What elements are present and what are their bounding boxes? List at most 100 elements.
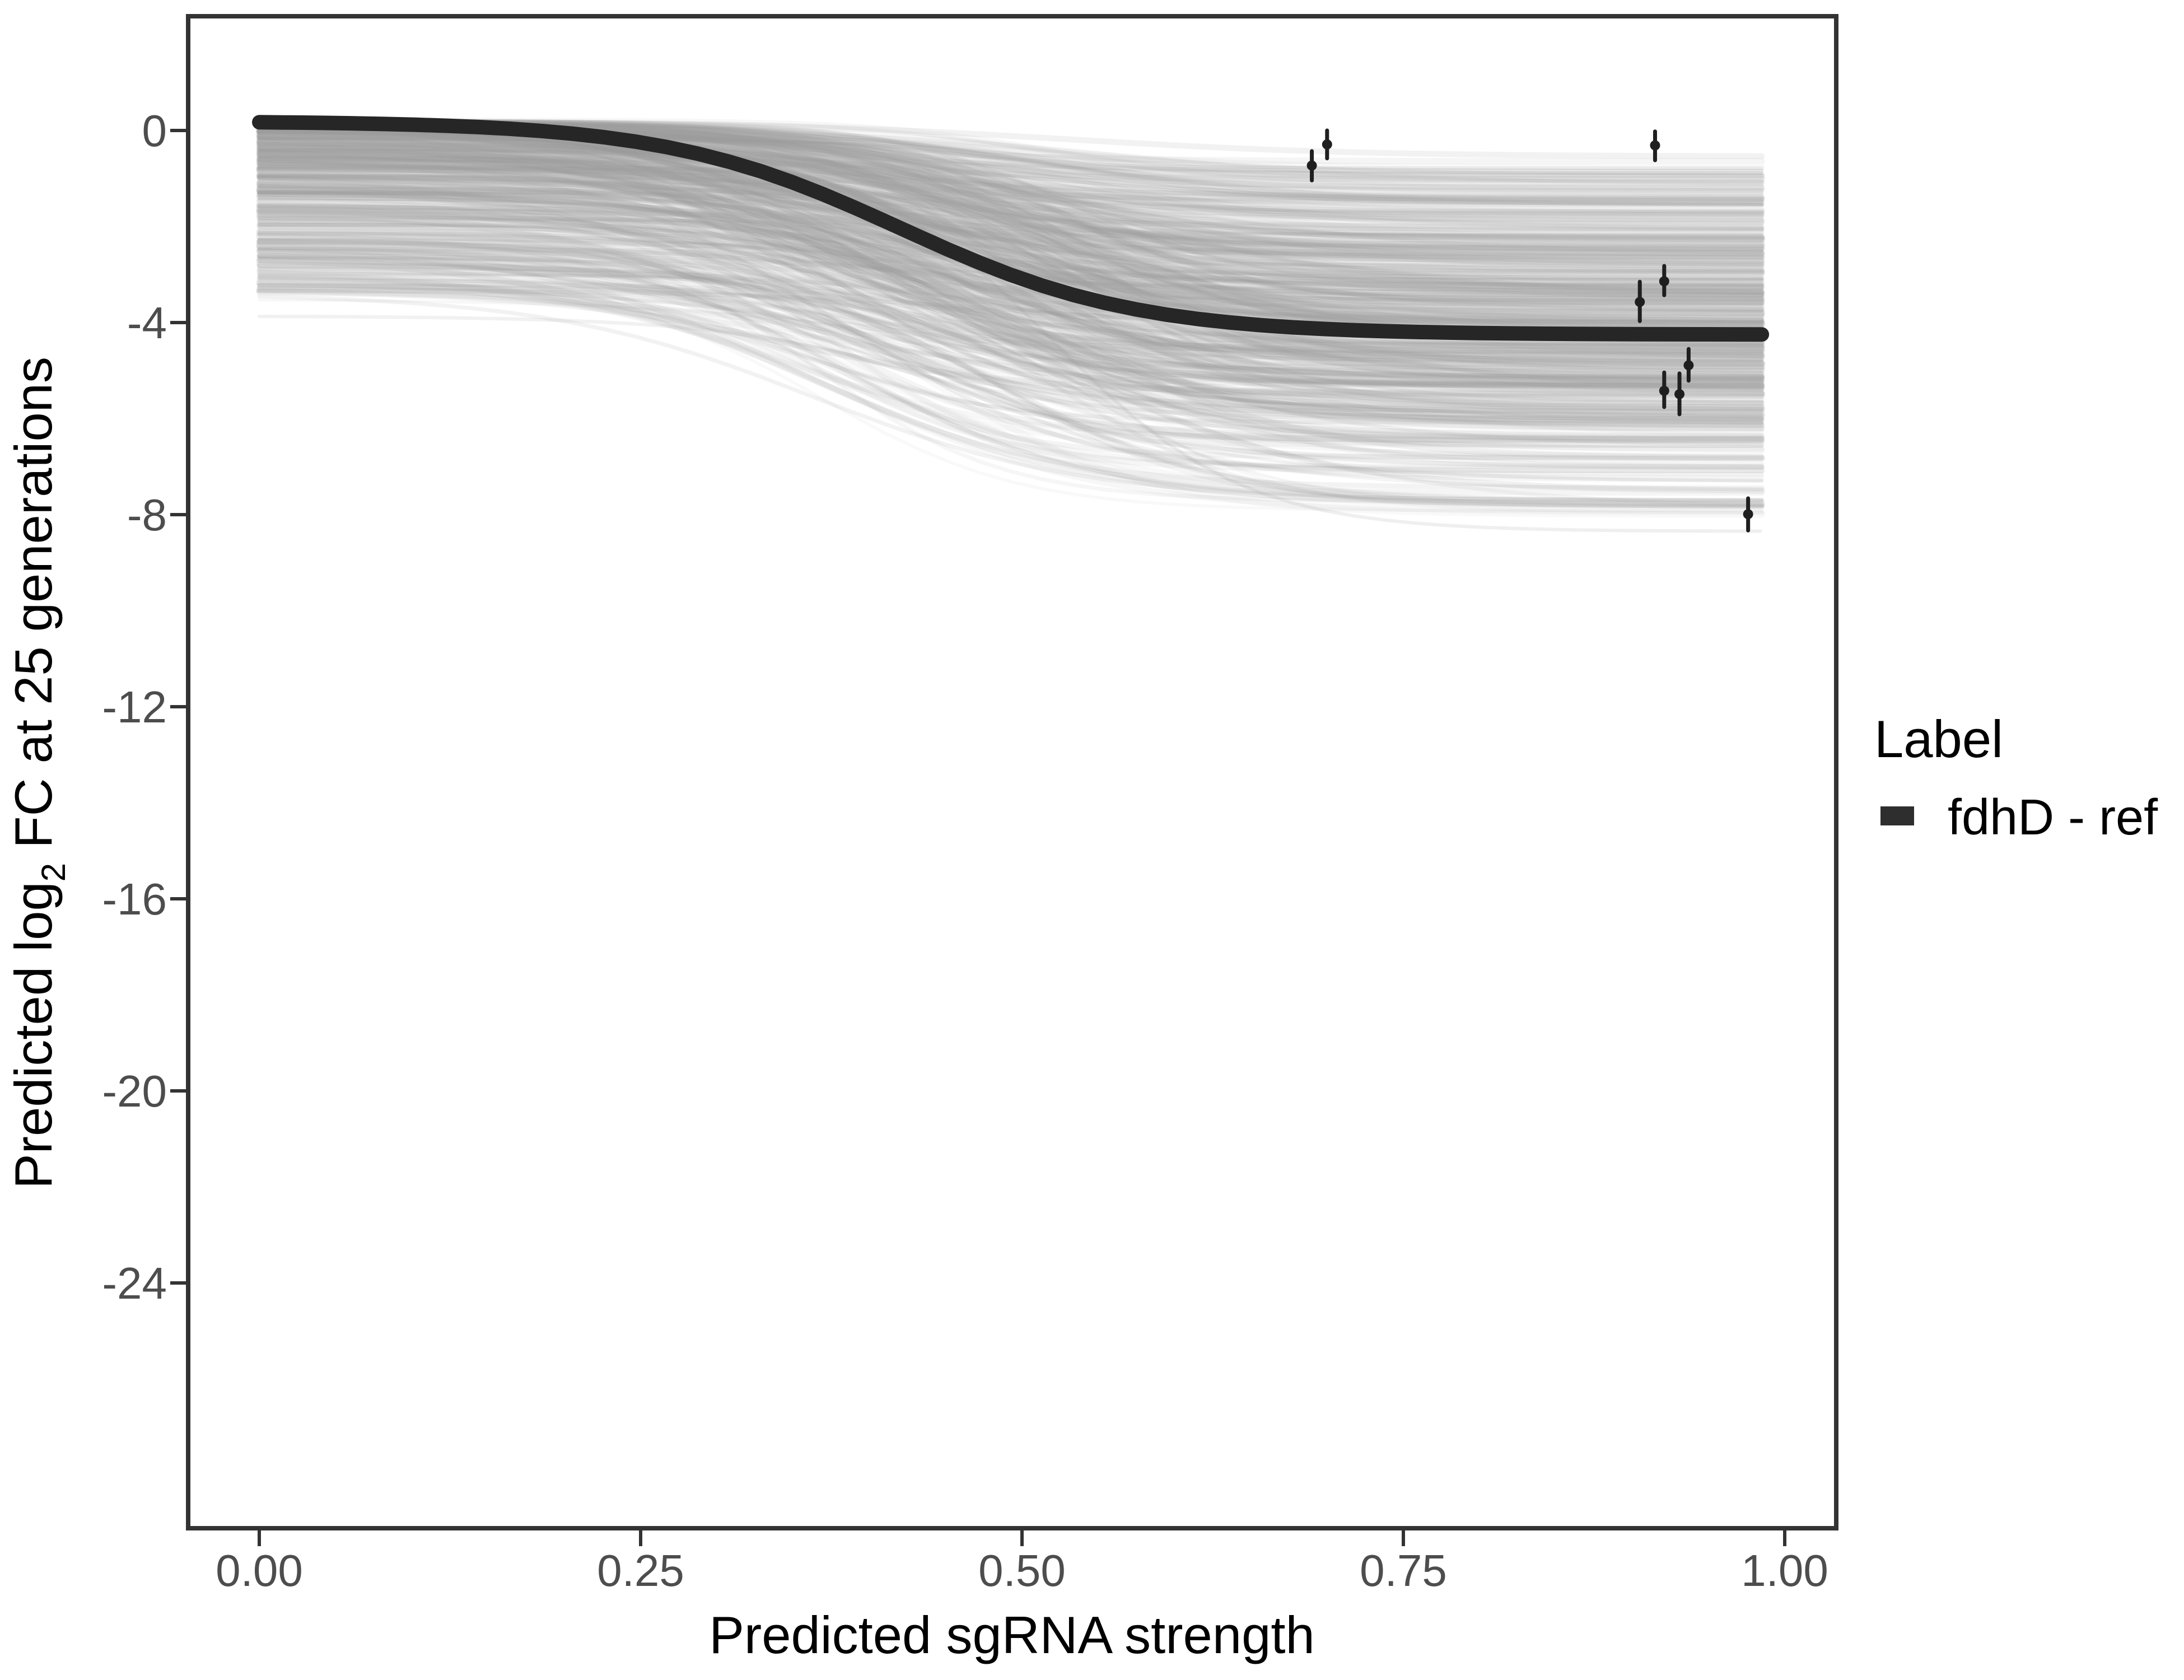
posterior-curve [257,196,1764,410]
posterior-curve [257,158,1764,421]
posterior-curve [256,185,1765,418]
posterior-curve [256,211,1765,346]
posterior-curve [257,162,1764,214]
posterior-curve [256,134,1765,397]
posterior-curve [256,263,1765,349]
posterior-curve [258,172,1764,412]
posterior-curve [256,219,1765,474]
posterior-curve [256,156,1765,372]
posterior-curve [257,190,1765,384]
posterior-curve [256,144,1765,208]
posterior-curve [257,191,1764,267]
posterior-curve [256,122,1765,379]
posterior-curve [257,148,1764,207]
posterior-curve [258,283,1763,512]
point-marker [1674,389,1685,399]
posterior-curve [257,254,1764,423]
posterior-curve [257,228,1764,503]
posterior-curve [256,267,1765,469]
posterior-curve [256,186,1765,264]
posterior-curve [256,136,1765,257]
posterior-curve [257,204,1764,418]
y-axis-title-prefix: Predicted log [4,881,63,1189]
posterior-curve [256,151,1765,324]
posterior-curve [258,212,1764,425]
posterior-curve [256,136,1765,412]
posterior-curve [257,190,1764,298]
posterior-curve [258,269,1763,514]
posterior-curve [256,187,1765,242]
posterior-curve [256,157,1765,416]
posterior-curve [256,246,1765,391]
posterior-curve [257,167,1764,221]
posterior-curve [257,272,1764,383]
posterior-curve [257,246,1764,349]
posterior-curve [257,127,1764,325]
posterior-curve-ensemble [256,118,1766,518]
posterior-curve [256,159,1765,248]
y-tick-label: -4 [127,298,167,348]
posterior-curve [258,272,1763,506]
posterior-curve [257,190,1764,437]
posterior-curve [256,135,1765,206]
posterior-curve [256,198,1765,328]
posterior-curve [256,253,1765,431]
posterior-curve [257,230,1764,300]
posterior-curve [258,225,1763,282]
posterior-curve [258,148,1763,418]
posterior-curve [258,130,1764,361]
posterior-curve [256,243,1765,428]
posterior-curve [256,152,1765,242]
posterior-curve [257,167,1765,444]
posterior-curve [257,161,1764,381]
posterior-curve [256,136,1765,385]
posterior-curve [256,166,1765,276]
posterior-curve [258,172,1763,230]
posterior-curve [256,124,1765,284]
posterior-curve [258,165,1763,347]
posterior-curve [258,143,1763,402]
posterior-curve [257,204,1764,267]
posterior-curve [257,154,1764,287]
posterior-curve [256,151,1765,281]
posterior-curve [256,238,1765,454]
posterior-curve [257,262,1764,408]
pointrange [1322,128,1332,161]
posterior-curve [256,158,1765,310]
posterior-curve [258,248,1763,483]
y-tick-label: -12 [102,682,167,732]
posterior-curve [258,260,1763,438]
posterior-curve [257,282,1764,375]
posterior-curve [258,220,1764,418]
posterior-curve [256,230,1765,371]
point-marker [1322,139,1332,150]
posterior-curve [256,129,1765,251]
y-axis-title-subscript: 2 [35,863,72,881]
posterior-curve [256,128,1765,361]
point-marker [1743,509,1753,520]
posterior-curve [257,119,1764,175]
posterior-curve [257,165,1764,325]
posterior-curve [257,266,1765,483]
posterior-curve [258,237,1763,429]
posterior-curve [256,221,1765,388]
x-axis-title: Predicted sgRNA strength [709,1606,1315,1664]
posterior-curve [257,123,1764,290]
posterior-curve [256,135,1765,242]
posterior-curve [257,139,1764,295]
x-tick-label: 1.00 [1741,1546,1828,1595]
posterior-curve [258,138,1763,195]
pointrange [1650,129,1660,162]
posterior-curve [256,248,1765,394]
posterior-curve [256,171,1765,213]
posterior-curve [256,242,1766,419]
posterior-curve [257,286,1764,510]
outlier-curve [259,148,1762,533]
posterior-curve [256,151,1765,356]
posterior-curve [256,152,1765,254]
posterior-curve [256,156,1765,220]
posterior-curve [257,164,1764,419]
posterior-curve [257,144,1764,324]
posterior-curve [256,223,1765,442]
